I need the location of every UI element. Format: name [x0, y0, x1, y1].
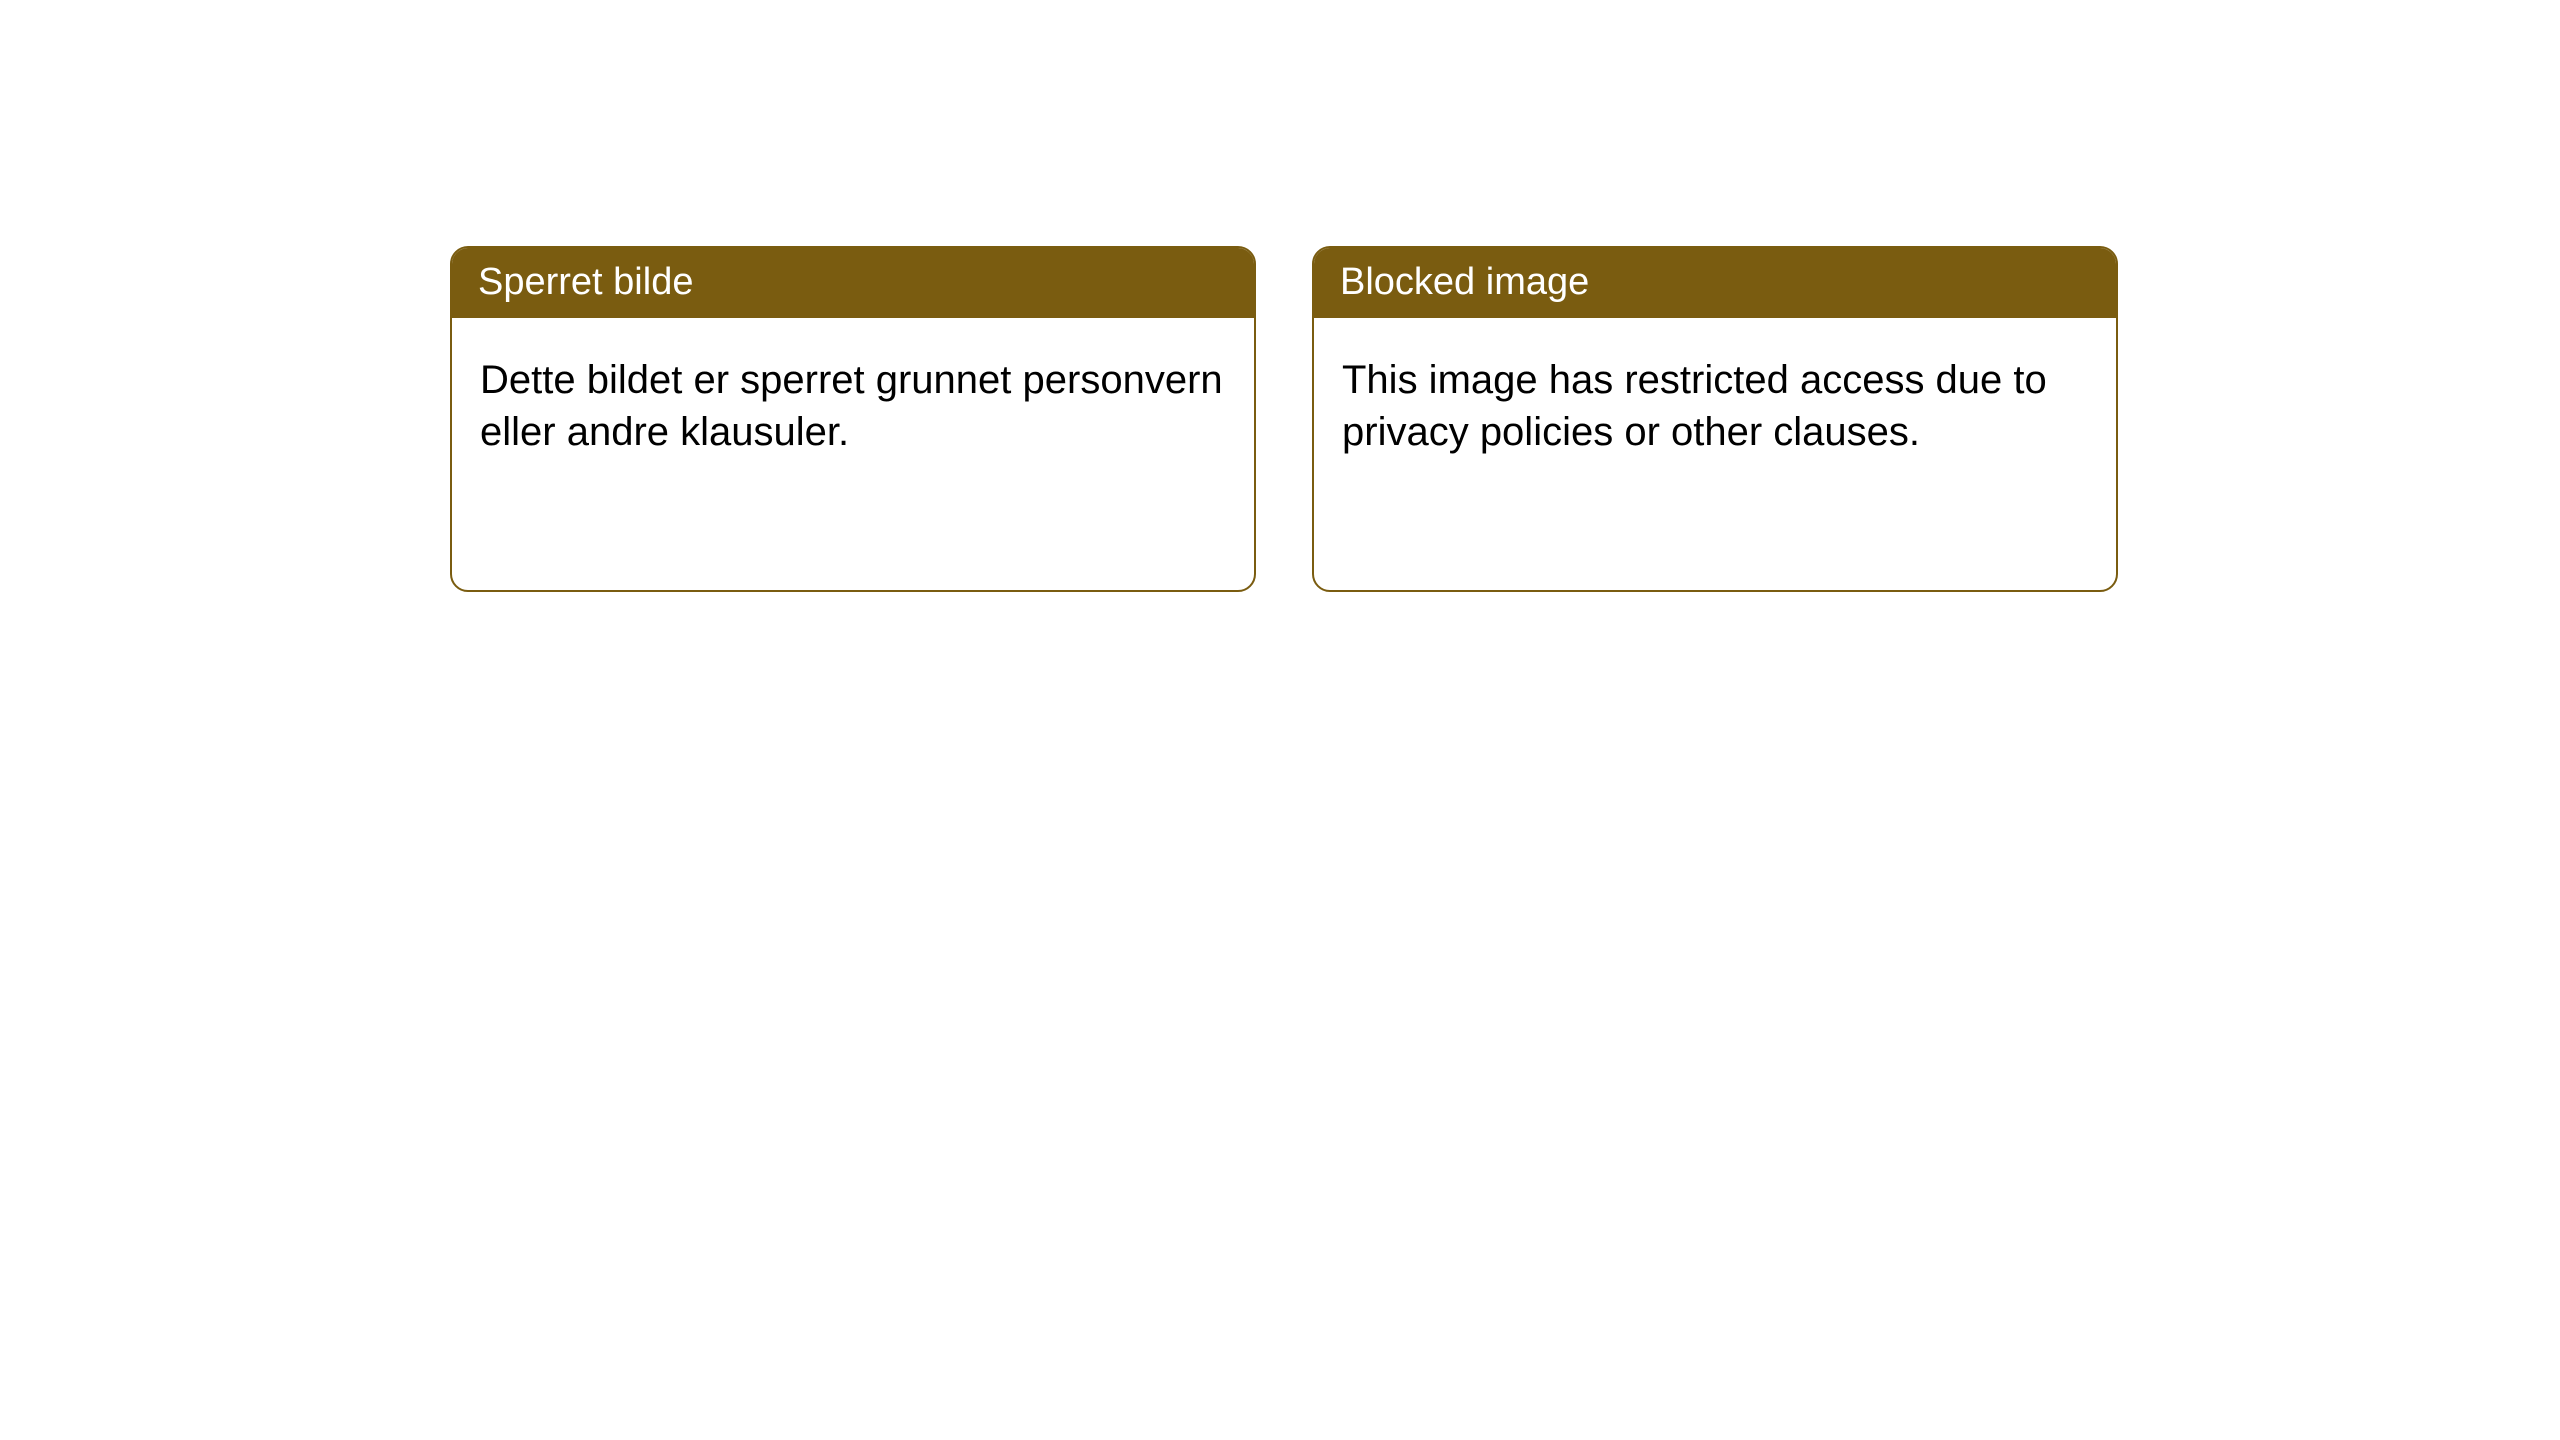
- blocked-image-card-english: Blocked image This image has restricted …: [1312, 246, 2118, 592]
- card-title: Blocked image: [1340, 261, 1589, 303]
- card-header: Sperret bilde: [452, 248, 1254, 318]
- card-body: This image has restricted access due to …: [1314, 318, 2116, 590]
- card-title: Sperret bilde: [478, 261, 693, 303]
- card-body-text: Dette bildet er sperret grunnet personve…: [480, 354, 1226, 460]
- card-body: Dette bildet er sperret grunnet personve…: [452, 318, 1254, 590]
- card-header: Blocked image: [1314, 248, 2116, 318]
- cards-container: Sperret bilde Dette bildet er sperret gr…: [0, 0, 2560, 592]
- blocked-image-card-norwegian: Sperret bilde Dette bildet er sperret gr…: [450, 246, 1256, 592]
- card-body-text: This image has restricted access due to …: [1342, 354, 2088, 460]
